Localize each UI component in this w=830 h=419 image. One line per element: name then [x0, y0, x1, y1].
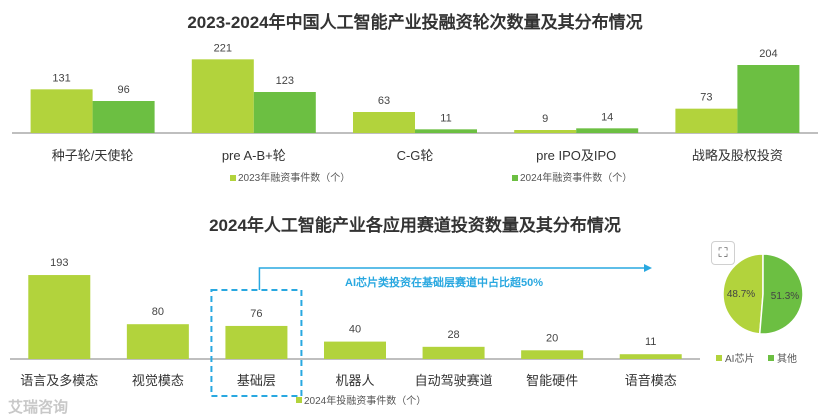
legend-swatch-c1-2: [512, 175, 518, 181]
x-tick-c2-5: 智能硬件: [526, 373, 578, 388]
bar-c1-s1-0: [30, 89, 93, 133]
data-label-c2-1: 80: [152, 306, 164, 318]
annotation-text: AI芯片类投资在基础层赛道中占比超50%: [345, 277, 544, 289]
bar-c1-s2-4: [737, 65, 800, 133]
bar-c2-5: [521, 350, 584, 359]
bar-c2-2: [225, 325, 288, 359]
bar-c1-s2-1: [253, 92, 316, 133]
x-tick-c1-3: pre IPO及IPO: [536, 148, 616, 163]
pie-slice-0: [722, 253, 764, 335]
bar-c1-s2-2: [415, 129, 477, 133]
x-tick-c1-4: 战略及股权投资: [692, 148, 783, 163]
data-label-c1-s2-1: 123: [276, 75, 294, 87]
x-tick-c2-1: 视觉模态: [132, 373, 184, 388]
bar-c1-s1-3: [514, 130, 577, 133]
data-label-c2-2: 76: [250, 308, 262, 320]
pie-slice-1: [758, 253, 804, 335]
pie-legend-swatch-0: [716, 355, 722, 361]
x-tick-c2-2: 基础层: [237, 373, 276, 388]
data-label-c2-0: 193: [50, 257, 68, 269]
watermark: 艾瑞咨询: [8, 398, 69, 416]
data-label-c1-s1-4: 73: [700, 92, 712, 104]
data-label-c1-s2-0: 96: [117, 84, 129, 96]
bar-c2-1: [126, 324, 189, 359]
bar-c1-s1-1: [191, 59, 254, 134]
data-label-c2-6: 11: [645, 336, 656, 348]
pie-label-1: 51.3%: [771, 291, 799, 302]
x-tick-c2-0: 语言及多模态: [20, 373, 98, 388]
bar-c2-0: [28, 275, 91, 359]
x-tick-c1-0: 种子轮/天使轮: [52, 148, 134, 163]
bar-c1-s2-0: [92, 101, 155, 133]
x-tick-c1-1: pre A-B+轮: [222, 148, 286, 163]
x-tick-c2-6: 语音模态: [625, 373, 677, 388]
data-label-c1-s1-0: 131: [52, 72, 70, 84]
data-label-c2-4: 28: [447, 329, 459, 341]
x-tick-c1-2: C-G轮: [397, 148, 434, 163]
data-label-c1-s1-3: 9: [542, 113, 548, 125]
x-tick-c2-3: 机器人: [335, 373, 374, 388]
pie-legend-swatch-1: [768, 355, 774, 361]
chart-1-title: 2023-2024年中国人工智能产业投融资轮次数量及其分布情况: [187, 13, 643, 32]
scan-icon[interactable]: ⛶: [711, 241, 735, 265]
pie-legend-label-1: 其他: [777, 352, 797, 365]
bar-c2-6: [619, 354, 682, 359]
highlight-box: [210, 289, 303, 397]
bar-c1-s2-3: [576, 128, 639, 133]
legend-label-c1-1: 2023年融资事件数（个）: [238, 171, 350, 184]
chart-2-title: 2024年人工智能产业各应用赛道投资数量及其分布情况: [209, 216, 621, 235]
annotation-arrow-line: [258, 267, 646, 290]
data-label-c1-s2-2: 11: [440, 112, 451, 124]
data-label-c1-s2-3: 14: [601, 111, 613, 123]
legend-swatch-c1-1: [230, 175, 236, 181]
x-tick-c2-4: 自动驾驶赛道: [415, 373, 493, 388]
bar-c1-s1-2: [353, 112, 415, 133]
bar-c2-4: [422, 346, 485, 359]
data-label-c2-3: 40: [349, 324, 361, 336]
legend-label-c1-2: 2024年融资事件数（个）: [520, 171, 632, 184]
legend-label-c2: 2024年投融资事件数（个）: [304, 394, 426, 407]
data-label-c1-s1-1: 221: [214, 42, 232, 54]
data-label-c1-s2-4: 204: [759, 48, 777, 60]
legend-swatch-c2: [296, 397, 302, 403]
annotation-arrowhead: [644, 264, 652, 272]
data-label-c1-s1-2: 63: [378, 95, 390, 107]
pie-label-0: 48.7%: [727, 289, 755, 300]
bar-c1-s1-4: [675, 108, 738, 133]
pie-legend-label-0: AI芯片: [725, 352, 754, 365]
bar-c2-3: [324, 341, 386, 359]
data-label-c2-5: 20: [546, 332, 558, 344]
